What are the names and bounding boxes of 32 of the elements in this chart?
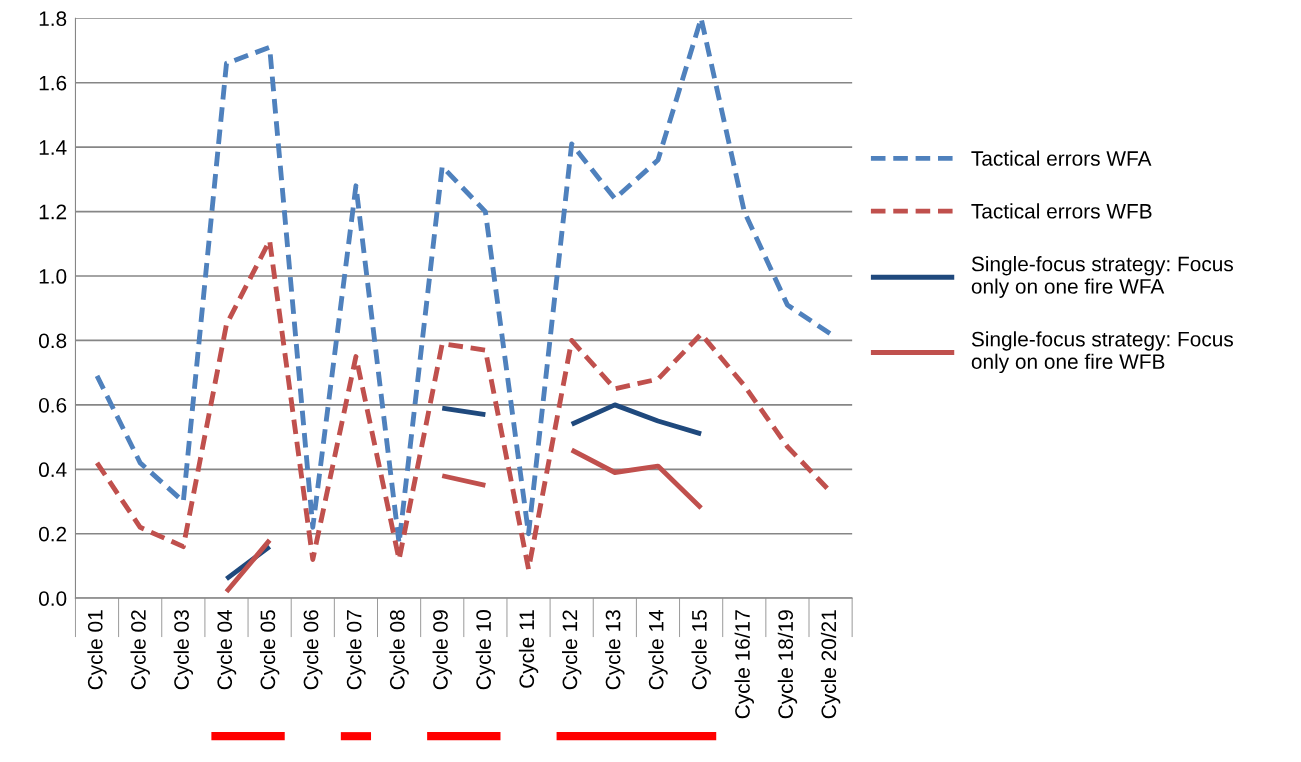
x-tick-label: Cycle 11 [518,610,539,688]
y-tick-label: 0.0 [38,591,67,606]
x-tick-label: Cycle 04 [216,609,237,690]
y-tick-label: 1.6 [39,75,67,91]
x-tick-label: Cycle 12 [561,610,582,690]
legend-label: Single-focus strategy: Focus only on one fire WFA [971,256,1233,298]
y-tick-label: 0.4 [38,462,67,478]
x-tick-label: Cycle 02 [130,610,150,690]
x-tick-label: Cycle 18/19 [777,610,798,719]
x-tick-label: Cycle 07 [346,610,366,690]
x-tick-label: Cycle 13 [605,610,625,690]
y-tick-label: 0.2 [38,526,67,542]
x-tick-label: Cycle 08 [389,610,409,690]
legend-label: Single-focus strategy: Focus only on one fire WFB [971,331,1233,374]
x-tick-label: Cycle 10 [475,610,496,690]
x-tick-label: Cycle 16/17 [734,610,754,719]
x-tick-label: Cycle 05 [259,610,280,690]
x-tick-label: Cycle 01 [87,610,107,690]
x-tick-label: Cycle 09 [432,610,452,690]
x-tick-label: Cycle 15 [691,610,711,690]
y-tick-label: 0.8 [38,333,67,349]
legend-label: Tactical errors WFB [971,203,1152,219]
x-tick-label: Cycle 20/21 [820,610,841,719]
y-tick-label: 1.2 [39,204,67,220]
x-tick-label: Cycle 03 [173,610,194,690]
x-tick-label: Cycle 06 [303,610,323,690]
y-tick-label: 1.4 [39,140,67,155]
legend-label: Tactical errors WFA [971,150,1152,166]
y-tick-label: 1.8 [39,11,67,27]
x-tick-label: Cycle 14 [648,609,668,690]
y-tick-label: 0.6 [38,397,67,413]
y-tick-label: 1.0 [39,269,67,284]
